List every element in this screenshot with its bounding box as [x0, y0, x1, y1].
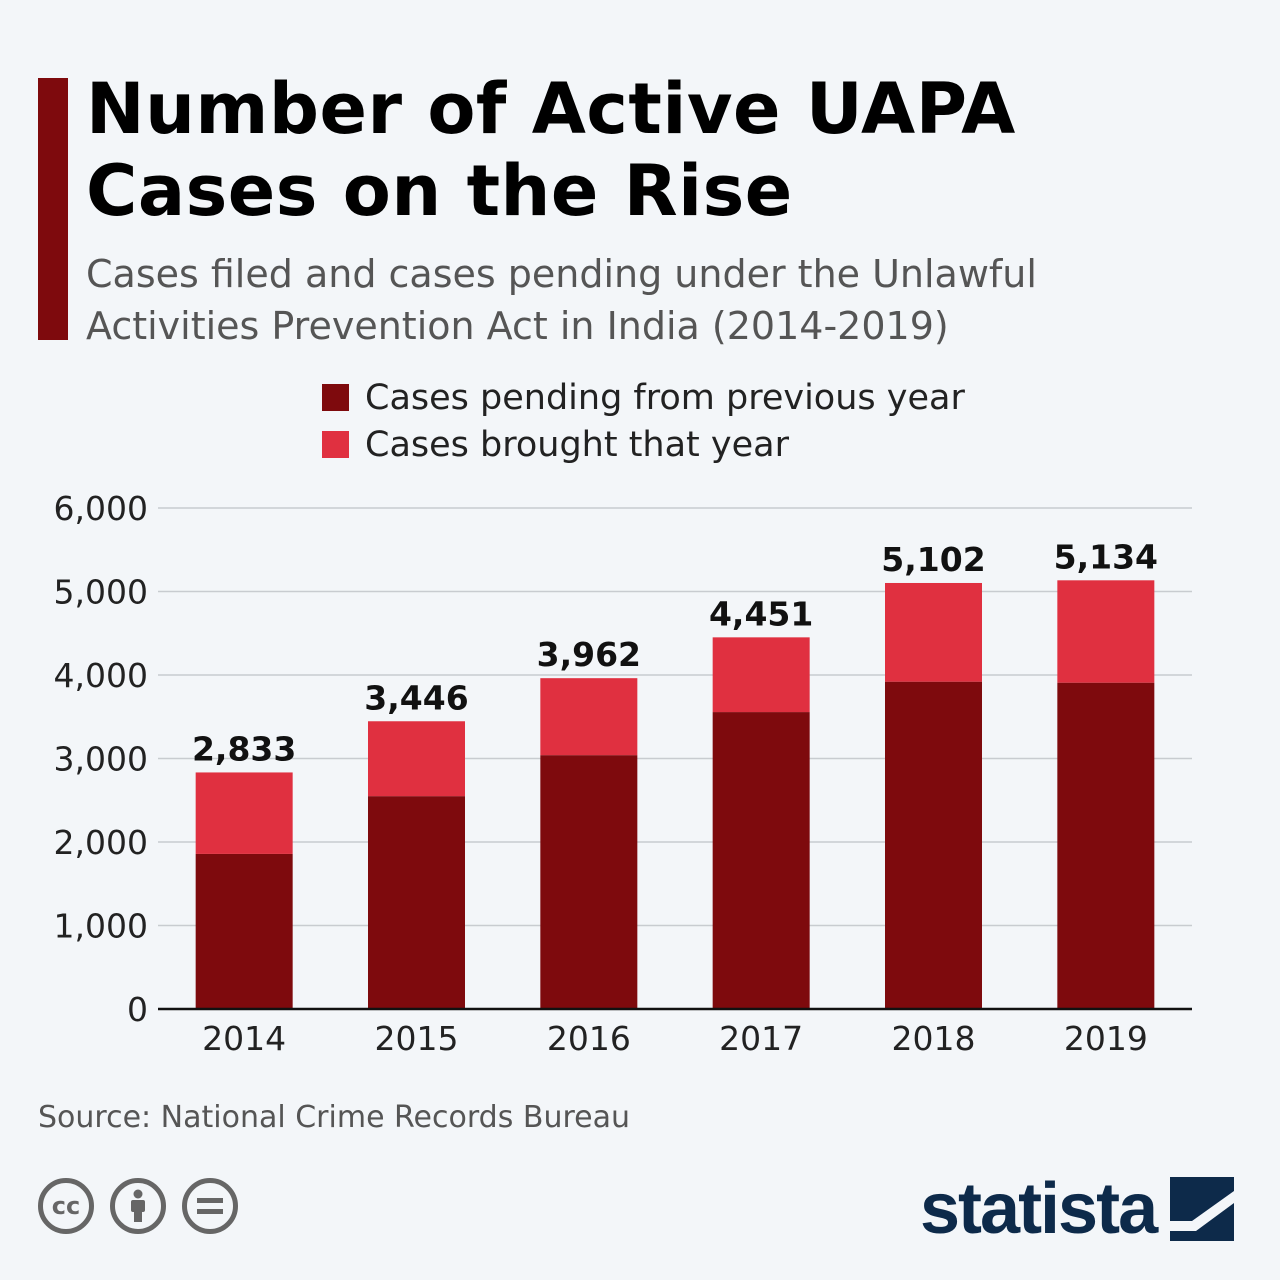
- y-tick-label: 4,000: [54, 656, 148, 695]
- source-note: Source: National Crime Records Bureau: [38, 1100, 631, 1135]
- total-label: 4,451: [709, 594, 813, 633]
- y-tick-label: 6,000: [54, 489, 148, 528]
- y-tick-label: 3,000: [54, 740, 148, 779]
- legend-swatch-pending: [322, 384, 349, 411]
- total-label: 3,446: [364, 678, 468, 717]
- x-tick-label: 2019: [1064, 1019, 1148, 1058]
- bar-pending-2019: [1057, 682, 1155, 1009]
- bar-brought-2014: [195, 772, 293, 854]
- attribution-icon: [110, 1178, 166, 1234]
- legend-label: Cases brought that year: [365, 424, 789, 465]
- bar-pending-2014: [195, 853, 293, 1009]
- legend: Cases pending from previous year Cases b…: [322, 374, 965, 468]
- bar-pending-2016: [540, 755, 638, 1009]
- legend-item-brought: Cases brought that year: [322, 421, 965, 468]
- chart-title: Number of Active UAPA Cases on the Rise: [86, 68, 1016, 232]
- x-tick-label: 2014: [202, 1019, 286, 1058]
- license-icons: cc: [38, 1178, 238, 1234]
- legend-item-pending: Cases pending from previous year: [322, 374, 965, 421]
- total-label: 5,102: [881, 540, 985, 579]
- brand-name: statista: [920, 1169, 1158, 1249]
- statista-logo-icon: [1170, 1177, 1235, 1241]
- y-tick-label: 5,000: [54, 573, 148, 612]
- total-label: 3,962: [537, 635, 641, 674]
- y-tick-label: 2,000: [54, 823, 148, 862]
- y-tick-label: 0: [127, 990, 148, 1029]
- bar-brought-2016: [540, 678, 638, 756]
- total-label: 5,134: [1054, 537, 1158, 576]
- x-tick-label: 2015: [375, 1019, 459, 1058]
- total-label: 2,833: [192, 729, 296, 768]
- x-tick-label: 2017: [719, 1019, 803, 1058]
- no-derivatives-icon: [182, 1178, 238, 1234]
- bar-pending-2015: [368, 796, 465, 1009]
- statista-logo[interactable]: statista: [920, 1168, 1235, 1250]
- cc-icon: cc: [38, 1178, 94, 1234]
- legend-label: Cases pending from previous year: [365, 377, 965, 418]
- x-tick-label: 2018: [892, 1019, 976, 1058]
- bar-pending-2018: [885, 681, 982, 1009]
- bar-brought-2017: [712, 637, 810, 713]
- title-accent-bar: [38, 78, 68, 340]
- y-tick-label: 1,000: [54, 907, 148, 946]
- x-tick-label: 2016: [547, 1019, 631, 1058]
- bar-pending-2017: [712, 712, 810, 1009]
- bar-brought-2015: [368, 721, 465, 797]
- chart-subtitle: Cases filed and cases pending under the …: [86, 252, 1037, 348]
- legend-swatch-brought: [322, 431, 349, 458]
- bar-brought-2018: [885, 582, 982, 682]
- bar-brought-2019: [1057, 580, 1155, 683]
